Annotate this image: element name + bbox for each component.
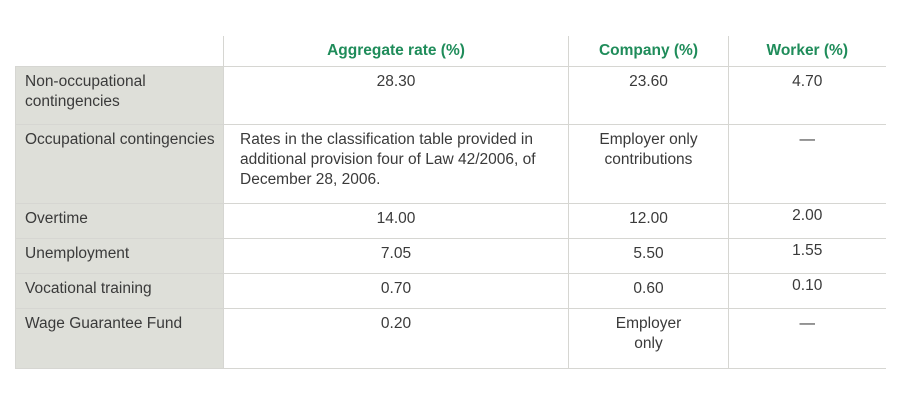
company-cell: 12.00 (568, 203, 729, 239)
company-cell: Employer only (568, 308, 729, 369)
contribution-rates-table: Aggregate rate (%) Company (%) Worker (%… (15, 36, 886, 369)
aggregate-cell: 14.00 (223, 203, 569, 239)
aggregate-cell: 0.70 (223, 273, 569, 309)
company-cell: 23.60 (568, 66, 729, 125)
row-label: Non-occupational contingencies (15, 66, 224, 125)
header-aggregate-rate: Aggregate rate (%) (223, 36, 569, 67)
aggregate-cell: 0.20 (223, 308, 569, 369)
header-company: Company (%) (568, 36, 729, 67)
worker-cell: 1.55 (728, 238, 886, 274)
header-worker: Worker (%) (728, 36, 886, 67)
row-label: Occupational contingencies (15, 124, 224, 204)
table-row: Overtime 14.00 12.00 2.00 (15, 203, 886, 239)
header-row: Aggregate rate (%) Company (%) Worker (%… (15, 36, 886, 67)
header-blank (15, 36, 224, 67)
aggregate-cell: 7.05 (223, 238, 569, 274)
worker-cell: — (728, 124, 886, 204)
row-label: Vocational training (15, 273, 224, 309)
table-row: Wage Guarantee Fund 0.20 Employer only — (15, 308, 886, 369)
worker-cell: 0.10 (728, 273, 886, 309)
company-cell: 0.60 (568, 273, 729, 309)
table-row: Non-occupational contingencies 28.30 23.… (15, 66, 886, 125)
table-row: Unemployment 7.05 5.50 1.55 (15, 238, 886, 274)
aggregate-cell: Rates in the classification table provid… (223, 124, 569, 204)
worker-cell: 2.00 (728, 203, 886, 239)
row-label: Unemployment (15, 238, 224, 274)
aggregate-cell: 28.30 (223, 66, 569, 125)
table-row: Vocational training 0.70 0.60 0.10 (15, 273, 886, 309)
row-label: Wage Guarantee Fund (15, 308, 224, 369)
table-row: Occupational contingencies Rates in the … (15, 124, 886, 204)
company-cell: 5.50 (568, 238, 729, 274)
worker-cell: 4.70 (728, 66, 886, 125)
company-cell: Employer only contributions (568, 124, 729, 204)
row-label: Overtime (15, 203, 224, 239)
worker-cell: — (728, 308, 886, 369)
